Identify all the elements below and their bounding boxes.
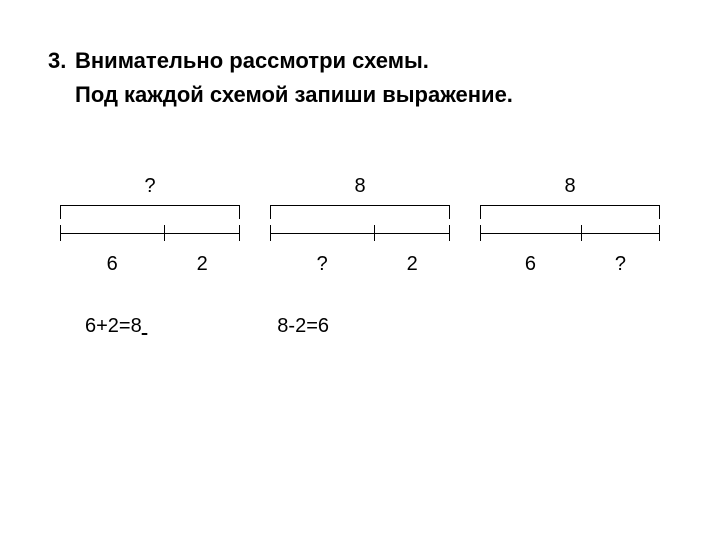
diagram-2-tick-left (270, 225, 271, 241)
diagram-2-right-label: 2 (407, 253, 418, 276)
answer-2: 8-2=6 (277, 315, 329, 338)
diagram-1-left-label: 6 (107, 253, 118, 276)
diagram-3-tick-left (480, 225, 481, 241)
diagram-3-bracket (480, 205, 660, 219)
diagram-1-tick-right (239, 225, 240, 241)
diagrams-row: ? 6 2 8 ? 2 8 6 (60, 195, 670, 315)
diagram-1-tick-mid (164, 225, 165, 241)
diagram-2-baseline (270, 233, 450, 234)
task-text-line1: Внимательно рассмотри схемы. (75, 48, 429, 74)
diagram-1-top-label: ? (60, 175, 240, 198)
diagram-3-right-label: ? (615, 253, 626, 276)
diagram-1-baseline (60, 233, 240, 234)
diagram-3-top-label: 8 (480, 175, 660, 198)
diagram-3-tick-right (659, 225, 660, 241)
diagram-2-top-label: 8 (270, 175, 450, 198)
diagram-2-tick-mid (374, 225, 375, 241)
diagram-2-bracket (270, 205, 450, 219)
diagram-3-left-label: 6 (525, 253, 536, 276)
diagram-1-right-label: 2 (197, 253, 208, 276)
page: 3. Внимательно рассмотри схемы. Под кажд… (0, 0, 720, 540)
diagram-3-tick-mid (581, 225, 582, 241)
diagram-1-bracket (60, 205, 240, 219)
diagram-2-tick-right (449, 225, 450, 241)
answer-1: 6+2=8 (85, 315, 142, 338)
diagram-1-tick-left (60, 225, 61, 241)
diagram-3-baseline (480, 233, 660, 234)
task-number: 3. (48, 48, 66, 74)
answers-line: 6+2=8 8-2=6 (85, 315, 329, 338)
diagram-2-left-label: ? (317, 253, 328, 276)
task-text-line2: Под каждой схемой запиши выражение. (75, 82, 513, 108)
